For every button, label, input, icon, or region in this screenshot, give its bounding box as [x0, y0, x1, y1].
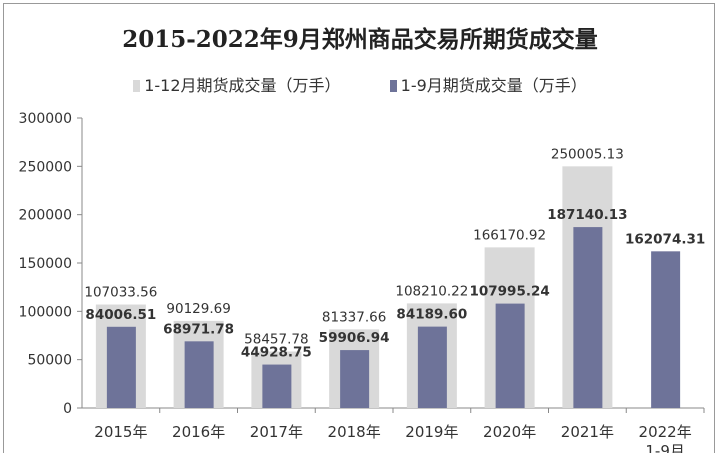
- data-label-full-year: 58457.78: [244, 331, 308, 347]
- y-tick-label: 150000: [19, 256, 72, 272]
- data-label-full-year: 166170.92: [473, 227, 546, 243]
- chart-title: 2015-2022年9月郑州商品交易所期货成交量: [122, 26, 598, 53]
- x-tick-label: 2022年: [639, 423, 692, 441]
- legend-swatch: [389, 80, 397, 92]
- bar-jan-sep: [184, 341, 214, 408]
- legend-swatch: [133, 80, 141, 92]
- legend-item-full-year: 1-12月期货成交量（万手）: [133, 72, 341, 96]
- bar-jan-sep: [495, 303, 525, 408]
- data-label-jan-sep: 84006.51: [85, 307, 156, 323]
- data-label-full-year: 90129.69: [166, 301, 230, 317]
- y-tick-label: 100000: [19, 304, 72, 320]
- data-label-jan-sep: 68971.78: [163, 321, 234, 337]
- x-tick-label: 2018年: [328, 423, 381, 441]
- y-tick-label: 50000: [27, 353, 72, 369]
- data-label-jan-sep: 187140.13: [547, 207, 627, 223]
- x-tick-label: 2019年: [405, 423, 458, 441]
- data-label-full-year: 108210.22: [395, 283, 468, 299]
- data-label-jan-sep: 84189.60: [396, 307, 467, 323]
- bar-jan-sep: [651, 251, 681, 408]
- bar-jan-sep: [417, 326, 447, 408]
- data-label-full-year: 81337.66: [322, 309, 386, 325]
- y-tick-label: 250000: [19, 159, 72, 175]
- y-tick-label: 200000: [19, 208, 72, 224]
- x-tick-label: 2020年: [483, 423, 536, 441]
- data-label-jan-sep: 162074.31: [625, 231, 705, 247]
- y-tick-label: 0: [63, 401, 72, 417]
- x-tick-label: 2016年: [172, 423, 225, 441]
- data-label-full-year: 250005.13: [551, 146, 624, 162]
- bar-jan-sep: [340, 350, 370, 408]
- bar-jan-sep: [106, 326, 136, 408]
- y-tick-label: 300000: [19, 111, 72, 127]
- bar-jan-sep: [573, 227, 603, 408]
- legend-label: 1-12月期货成交量（万手）: [144, 76, 341, 95]
- x-tick-label-line2: 1-9月: [645, 442, 685, 453]
- bar-jan-sep: [262, 364, 292, 408]
- x-tick-label: 2015年: [94, 423, 147, 441]
- legend-label: 1-9月期货成交量（万手）: [400, 76, 587, 95]
- data-label-jan-sep: 44928.75: [241, 345, 312, 361]
- legend: 1-12月期货成交量（万手） 1-9月期货成交量（万手）: [0, 72, 720, 96]
- data-label-jan-sep: 107995.24: [469, 284, 549, 300]
- data-label-jan-sep: 59906.94: [319, 330, 390, 346]
- data-label-full-year: 107033.56: [84, 285, 157, 301]
- x-tick-label: 2021年: [561, 423, 614, 441]
- chart-frame: [3, 3, 715, 453]
- legend-item-jan-sep: 1-9月期货成交量（万手）: [389, 72, 587, 96]
- x-tick-label: 2017年: [250, 423, 303, 441]
